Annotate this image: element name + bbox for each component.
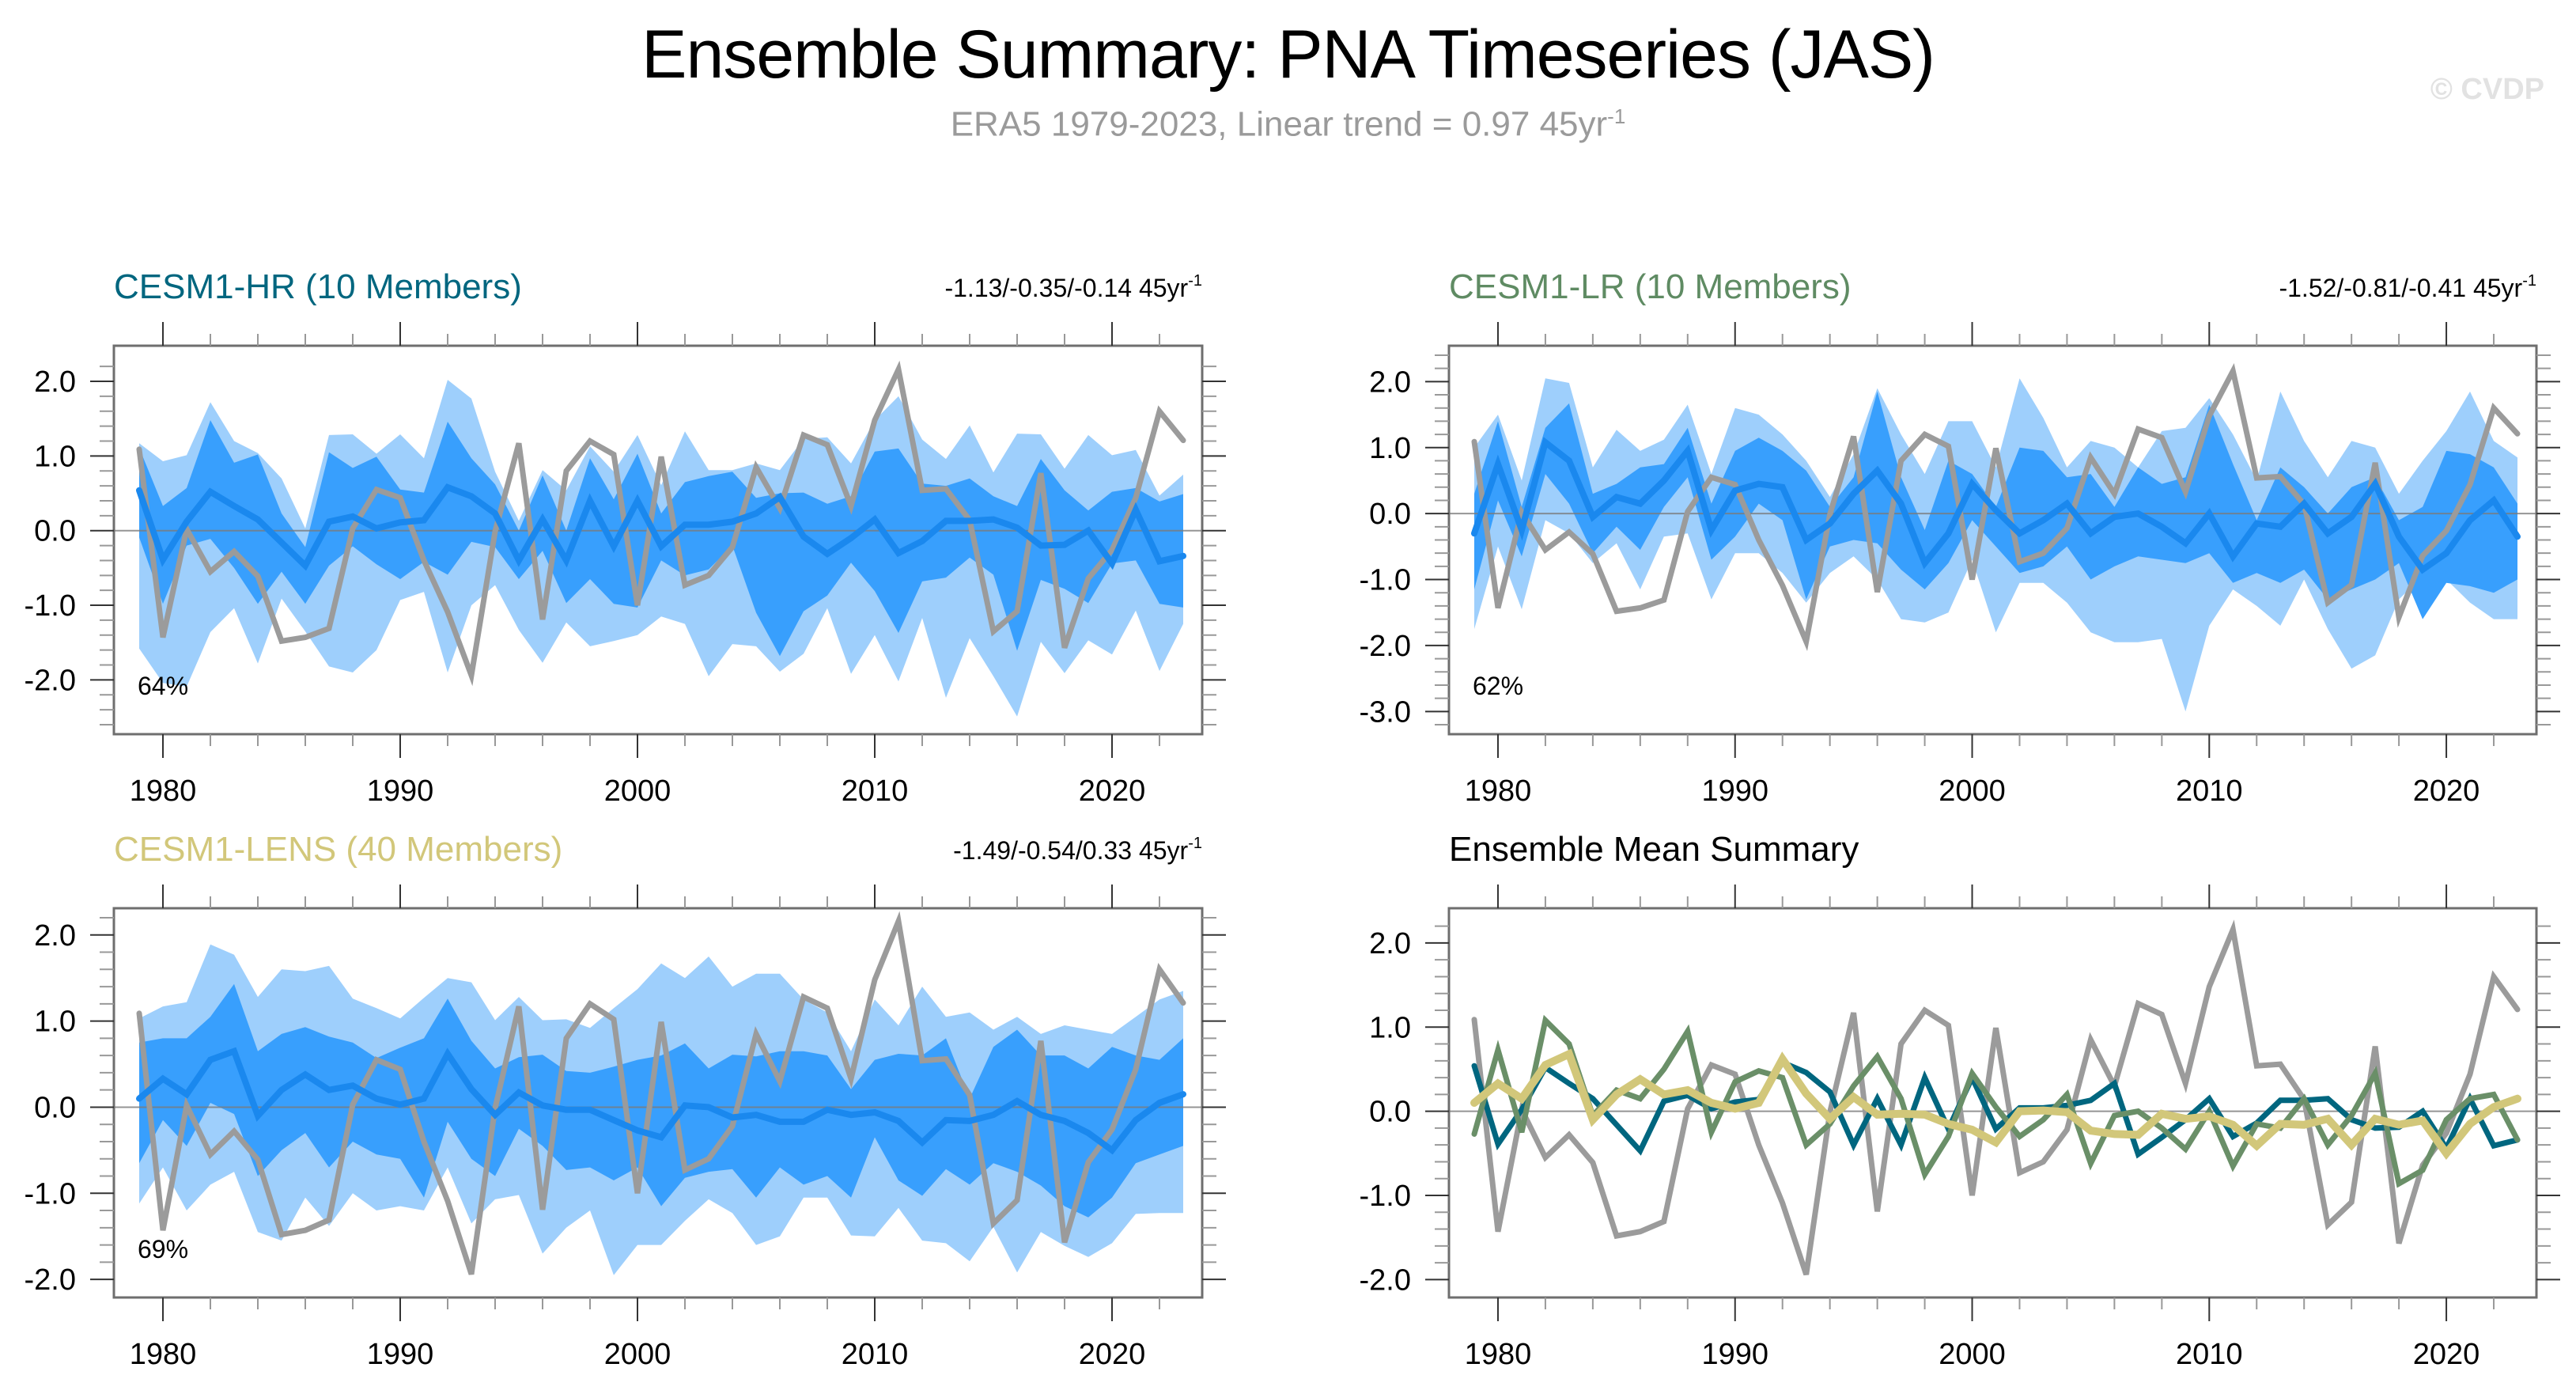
y-tick-label: 2.0 bbox=[1369, 927, 1411, 960]
plot-frame bbox=[1447, 907, 2538, 1299]
y-tick-label: 0.0 bbox=[1369, 1096, 1411, 1129]
percent-label: 64% bbox=[138, 672, 188, 700]
x-tick-label: 2020 bbox=[2413, 775, 2480, 808]
y-tick-label: -2.0 bbox=[25, 1263, 76, 1297]
trend-superscript: -1 bbox=[1188, 272, 1202, 290]
panel-trend-label: -1.49/-0.54/0.33 45yr-1 bbox=[953, 835, 1202, 865]
figure-subtitle: ERA5 1979-2023, Linear trend = 0.97 45yr… bbox=[0, 104, 2576, 145]
x-tick-label: 2000 bbox=[1939, 775, 2006, 808]
trend-superscript: -1 bbox=[2522, 272, 2536, 290]
figure-title: Ensemble Summary: PNA Timeseries (JAS) bbox=[641, 17, 1935, 93]
chart-panel-2: CESM1-LR (10 Members) -1.52/-0.81/-0.41 4… bbox=[1360, 267, 2560, 808]
plot-frame bbox=[112, 344, 1204, 736]
x-tick-label: 2000 bbox=[604, 1338, 671, 1371]
y-tick-label: 0.0 bbox=[1369, 498, 1411, 531]
band-interquartile bbox=[1474, 391, 2517, 619]
panel-trend-label: -1.13/-0.35/-0.14 45yr-1 bbox=[944, 272, 1202, 302]
y-tick-label: -1.0 bbox=[25, 1177, 76, 1210]
y-tick-label: -2.0 bbox=[1360, 1263, 1411, 1297]
y-tick-label: -3.0 bbox=[1360, 695, 1411, 729]
y-tick-label: -1.0 bbox=[25, 589, 76, 623]
x-tick-label: 2010 bbox=[842, 775, 909, 808]
trend-text: -1.49/-0.54/0.33 45yr bbox=[953, 836, 1188, 865]
x-tick-label: 2020 bbox=[1079, 775, 1146, 808]
x-tick-label: 2010 bbox=[842, 1338, 909, 1371]
x-tick-label: 1980 bbox=[1465, 1338, 1532, 1371]
band-interquartile bbox=[139, 420, 1183, 657]
subtitle-text: ERA5 1979-2023, Linear trend = 0.97 45yr bbox=[950, 104, 1608, 144]
chart-panel-1: CESM1-HR (10 Members) -1.13/-0.35/-0.14 4… bbox=[25, 267, 1226, 808]
panel-trend-label: -1.52/-0.81/-0.41 45yr-1 bbox=[2279, 272, 2536, 302]
obs-line-era5 bbox=[1471, 362, 2521, 651]
panel-title: CESM1-LR (10 Members) bbox=[1449, 267, 1852, 306]
y-tick-label: 1.0 bbox=[34, 440, 76, 473]
y-tick-label: -2.0 bbox=[1360, 630, 1411, 663]
y-tick-label: 0.0 bbox=[34, 1091, 76, 1124]
ensemble-mean-line bbox=[1471, 437, 2521, 574]
x-tick-label: 1980 bbox=[130, 1338, 197, 1371]
ensemble-mean-line bbox=[136, 1047, 1186, 1155]
y-tick-label: -1.0 bbox=[1360, 564, 1411, 597]
chart-panel-4: Ensemble Mean Summary 1980 1990 2000 2010 202… bbox=[1360, 830, 2560, 1371]
y-tick-label: 1.0 bbox=[1369, 432, 1411, 465]
x-tick-label: 1990 bbox=[367, 1338, 434, 1371]
subtitle-superscript: -1 bbox=[1607, 104, 1626, 128]
x-tick-label: 2020 bbox=[2413, 1338, 2480, 1371]
x-tick-label: 2010 bbox=[2176, 775, 2243, 808]
trend-superscript: -1 bbox=[1188, 835, 1202, 852]
y-tick-label: 1.0 bbox=[34, 1006, 76, 1039]
series-line-era5 bbox=[1471, 919, 2521, 1276]
series-line-cesm1-lens bbox=[1470, 1048, 2521, 1161]
y-tick-label: 2.0 bbox=[34, 919, 76, 953]
plot-frame bbox=[112, 907, 1204, 1299]
band-interquartile bbox=[139, 983, 1183, 1218]
x-tick-label: 2000 bbox=[604, 775, 671, 808]
y-tick-label: 0.0 bbox=[34, 515, 76, 548]
x-tick-label: 2000 bbox=[1939, 1338, 2006, 1371]
x-tick-label: 1990 bbox=[367, 775, 434, 808]
panel-title: Ensemble Mean Summary bbox=[1449, 830, 1859, 869]
y-tick-label: -2.0 bbox=[25, 664, 76, 697]
x-tick-label: 2020 bbox=[1079, 1338, 1146, 1371]
percent-label: 62% bbox=[1473, 672, 1523, 700]
cvdp-watermark: © CVDP bbox=[2430, 73, 2544, 106]
obs-line-era5 bbox=[136, 911, 1186, 1275]
percent-label: 69% bbox=[138, 1235, 188, 1263]
x-tick-label: 2010 bbox=[2176, 1338, 2243, 1371]
panel-title: CESM1-LENS (40 Members) bbox=[114, 830, 562, 869]
ensemble-mean-line bbox=[136, 483, 1186, 571]
trend-text: -1.52/-0.81/-0.41 45yr bbox=[2279, 274, 2522, 302]
y-tick-label: -1.0 bbox=[1360, 1180, 1411, 1213]
panel-title: CESM1-HR (10 Members) bbox=[114, 267, 522, 306]
y-tick-label: 2.0 bbox=[1369, 366, 1411, 399]
series-line-cesm1-hr bbox=[1471, 1059, 2521, 1159]
trend-text: -1.13/-0.35/-0.14 45yr bbox=[944, 274, 1188, 302]
chart-panel-3: CESM1-LENS (40 Members) -1.49/-0.54/0.33 … bbox=[25, 830, 1226, 1371]
y-tick-label: 1.0 bbox=[1369, 1011, 1411, 1044]
x-tick-label: 1990 bbox=[1701, 1338, 1768, 1371]
y-tick-label: 2.0 bbox=[34, 366, 76, 399]
obs-line-era5 bbox=[136, 360, 1186, 687]
x-tick-label: 1990 bbox=[1701, 775, 1768, 808]
x-tick-label: 1980 bbox=[130, 775, 197, 808]
x-tick-label: 1980 bbox=[1465, 775, 1532, 808]
